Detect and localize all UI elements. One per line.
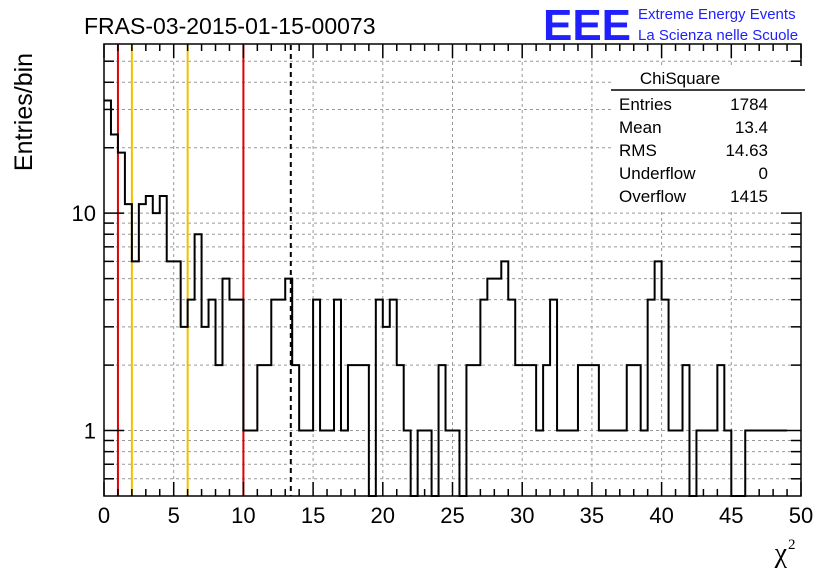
histogram-outline [104, 99, 788, 497]
stats-box: ChiSquare Entries 1784 Mean 13.4 RMS 14.63 Und… [611, 66, 807, 212]
x-tick-label: 40 [649, 503, 673, 528]
stats-row-label: Entries [619, 95, 672, 114]
logo-line2: La Scienza nelle Scuole [638, 27, 798, 44]
x-tick-label: 30 [510, 503, 534, 528]
y-tick-label: 10 [72, 201, 96, 226]
x-tick-label: 35 [580, 503, 604, 528]
stats-row-value: 0 [759, 164, 768, 183]
chart-title: FRAS-03-2015-01-15-00073 [84, 13, 376, 39]
stats-row-label: Overflow [619, 187, 687, 206]
x-tick-label: 20 [371, 503, 395, 528]
stats-row-value: 13.4 [735, 118, 768, 137]
axis-ticks [103, 44, 802, 496]
stats-box-title: ChiSquare [640, 69, 720, 88]
stats-row-label: Underflow [619, 164, 696, 183]
x-tick-label: 5 [168, 503, 180, 528]
stats-row-value: 1415 [730, 187, 768, 206]
eee-logo: EEE Extreme Energy Events La Scienza nel… [543, 1, 798, 50]
logo-letters: EEE [543, 1, 631, 50]
stats-row-value: 14.63 [725, 141, 768, 160]
grid [104, 44, 801, 496]
x-tick-label: 0 [98, 503, 110, 528]
x-tick-label: 25 [440, 503, 464, 528]
marker-lines [116, 45, 292, 496]
y-axis-label: Entries/bin [10, 53, 38, 171]
tick-labels: 0 5 10 15 20 25 30 35 40 45 50 1 10 [72, 201, 814, 528]
x-axis-label: χ [774, 538, 788, 569]
y-tick-label: 1 [84, 419, 96, 444]
x-tick-label: 50 [789, 503, 813, 528]
stats-row-value: 1784 [730, 95, 768, 114]
x-tick-label: 15 [301, 503, 325, 528]
stats-row-label: RMS [619, 141, 657, 160]
x-tick-label: 45 [719, 503, 743, 528]
logo-line1: Extreme Energy Events [638, 6, 796, 23]
x-axis-label-superscript: 2 [788, 537, 796, 553]
stats-row-label: Mean [619, 118, 662, 137]
x-tick-label: 10 [231, 503, 255, 528]
